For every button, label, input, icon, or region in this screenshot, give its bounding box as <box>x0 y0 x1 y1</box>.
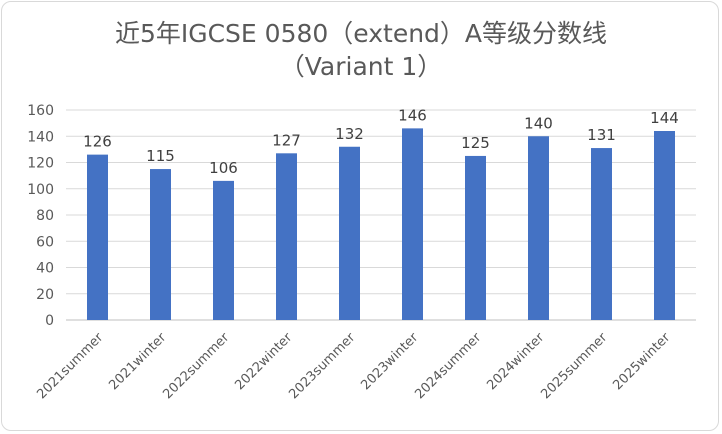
data-label: 140 <box>524 114 553 132</box>
bar <box>528 136 549 320</box>
x-tick-label: 2022winter <box>232 330 295 393</box>
x-tick-label: 2021winter <box>106 330 169 393</box>
x-tick-label: 2023summer <box>286 330 358 402</box>
data-label: 127 <box>272 131 301 149</box>
data-label: 126 <box>83 133 112 151</box>
x-tick-label: 2024winter <box>484 330 547 393</box>
y-tick-label: 140 <box>27 129 54 145</box>
y-tick-label: 120 <box>27 156 54 172</box>
y-tick-label: 20 <box>36 287 54 303</box>
bar <box>87 154 108 320</box>
x-tick-label: 2022summer <box>160 330 232 402</box>
y-tick-label: 0 <box>45 313 54 329</box>
x-tick-label: 2021summer <box>34 330 106 402</box>
data-label: 131 <box>587 126 616 144</box>
y-tick-label: 80 <box>36 208 54 224</box>
data-label: 106 <box>209 159 238 177</box>
bar <box>654 131 675 320</box>
bar <box>213 180 234 320</box>
data-label: 115 <box>146 147 175 165</box>
y-tick-label: 40 <box>36 261 54 277</box>
bar <box>465 155 486 320</box>
x-tick-label: 2024summer <box>412 330 484 402</box>
data-label: 125 <box>461 134 490 152</box>
bar <box>339 146 360 320</box>
bar <box>276 153 297 320</box>
chart-subtitle: （Variant 1） <box>279 52 443 81</box>
x-tick-label: 2025summer <box>538 330 610 402</box>
x-tick-label: 2025winter <box>610 330 673 393</box>
bar <box>402 128 423 320</box>
bar <box>591 148 612 320</box>
data-label: 146 <box>398 106 427 124</box>
data-label: 132 <box>335 125 364 143</box>
y-tick-label: 100 <box>27 182 54 198</box>
x-tick-label: 2023winter <box>358 330 421 393</box>
y-tick-label: 160 <box>27 103 54 119</box>
bar <box>150 169 171 320</box>
data-label: 144 <box>650 109 679 127</box>
y-tick-label: 60 <box>36 234 54 250</box>
chart-title: 近5年IGCSE 0580（extend）A等级分数线 <box>114 19 608 48</box>
